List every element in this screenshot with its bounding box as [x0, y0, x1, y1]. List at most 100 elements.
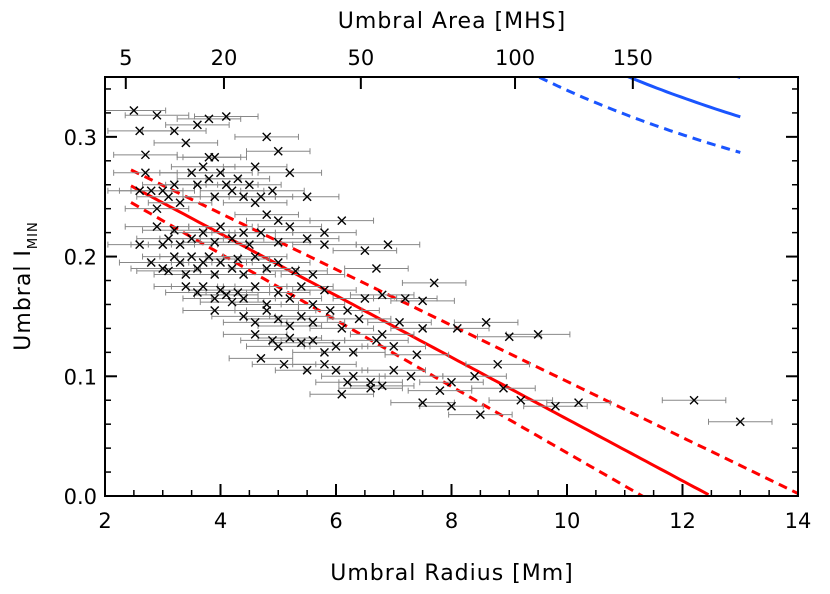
data-point	[395, 317, 405, 327]
data-point	[296, 338, 306, 348]
data-point	[267, 186, 277, 196]
top-axis-title: Umbral Area [MHS]	[338, 9, 566, 34]
data-point	[273, 146, 283, 156]
data-point	[187, 234, 197, 244]
data-point	[239, 293, 249, 303]
data-point	[735, 417, 745, 427]
data-point	[308, 317, 318, 327]
data-point	[550, 401, 560, 411]
data-point	[152, 204, 162, 214]
data-point	[239, 270, 249, 280]
data-point	[475, 410, 485, 420]
data-point	[285, 333, 295, 343]
linear-fit-lower-line	[130, 201, 646, 496]
data-point	[343, 305, 353, 315]
data-point	[273, 216, 283, 226]
data-point	[221, 112, 231, 122]
data-point	[152, 110, 162, 120]
data-point	[331, 365, 341, 375]
data-point	[435, 386, 445, 396]
data-point	[210, 305, 220, 315]
data-point	[250, 252, 260, 262]
data-point	[262, 132, 272, 142]
data-points	[129, 106, 745, 427]
top-tick-label: 5	[119, 46, 132, 70]
top-tick-label: 20	[211, 46, 238, 70]
data-point	[227, 234, 237, 244]
data-point	[192, 120, 202, 130]
data-point	[175, 198, 185, 208]
data-point	[412, 350, 422, 360]
data-point	[360, 293, 370, 303]
data-point	[273, 237, 283, 247]
top-tick-label: 150	[613, 46, 653, 70]
data-point	[227, 186, 237, 196]
x-axis-title: Umbral Radius [Mm]	[330, 561, 573, 586]
data-point	[308, 335, 318, 345]
data-point	[296, 282, 306, 291]
data-point	[175, 258, 185, 268]
x-tick-label: 14	[785, 509, 812, 533]
data-point	[574, 398, 584, 408]
data-point	[273, 314, 283, 324]
data-point	[244, 240, 254, 250]
data-point	[285, 168, 295, 178]
y-axis-title-main: Umbral I	[11, 249, 36, 351]
data-point	[371, 335, 381, 345]
data-point	[291, 266, 301, 276]
data-point	[250, 282, 260, 291]
data-point	[319, 240, 329, 250]
data-point	[319, 228, 329, 238]
data-point	[498, 383, 508, 393]
data-point	[198, 282, 208, 291]
data-point	[216, 258, 225, 268]
data-point	[302, 365, 312, 375]
data-point	[135, 240, 145, 250]
x-tick-label: 2	[98, 509, 111, 533]
data-point	[198, 228, 208, 238]
data-point	[187, 168, 197, 178]
data-point	[418, 398, 428, 408]
data-point	[169, 126, 179, 136]
data-point	[273, 341, 283, 351]
data-point	[216, 168, 225, 178]
data-point	[169, 225, 179, 235]
data-point	[135, 126, 145, 136]
data-point	[204, 114, 214, 124]
data-point	[337, 216, 347, 226]
power-fit-line	[624, 77, 741, 119]
axis-tick-labels: 2 4 6 8 10 12 14 0.0 0.1 0.2 0.3 5 20 50 100 150	[64, 46, 812, 533]
data-point	[308, 270, 318, 280]
data-point	[400, 293, 410, 303]
data-point	[146, 186, 156, 196]
svg-text:Umbral IMIN: Umbral IMIN	[11, 221, 41, 350]
data-point	[389, 341, 399, 351]
data-point	[262, 305, 272, 315]
data-point	[210, 237, 220, 247]
data-point	[452, 323, 462, 333]
data-point	[331, 341, 341, 351]
data-point	[325, 305, 335, 315]
data-point	[198, 162, 208, 172]
data-point	[221, 290, 231, 300]
data-point	[354, 314, 364, 324]
data-point	[470, 371, 480, 381]
data-point	[262, 264, 272, 274]
data-point	[233, 254, 243, 264]
data-point	[244, 180, 254, 190]
data-point	[689, 395, 699, 405]
data-point	[319, 347, 329, 357]
data-point	[210, 293, 220, 303]
linear-fit-upper-line	[130, 168, 798, 495]
data-point	[175, 240, 185, 250]
data-point	[210, 270, 220, 280]
data-point	[239, 228, 249, 238]
data-point	[262, 210, 272, 220]
data-point	[348, 347, 358, 357]
y-axis-title: Umbral IMIN	[11, 221, 41, 350]
data-point	[406, 371, 416, 381]
data-point	[319, 285, 329, 295]
data-point	[239, 192, 249, 202]
data-point	[285, 293, 295, 303]
